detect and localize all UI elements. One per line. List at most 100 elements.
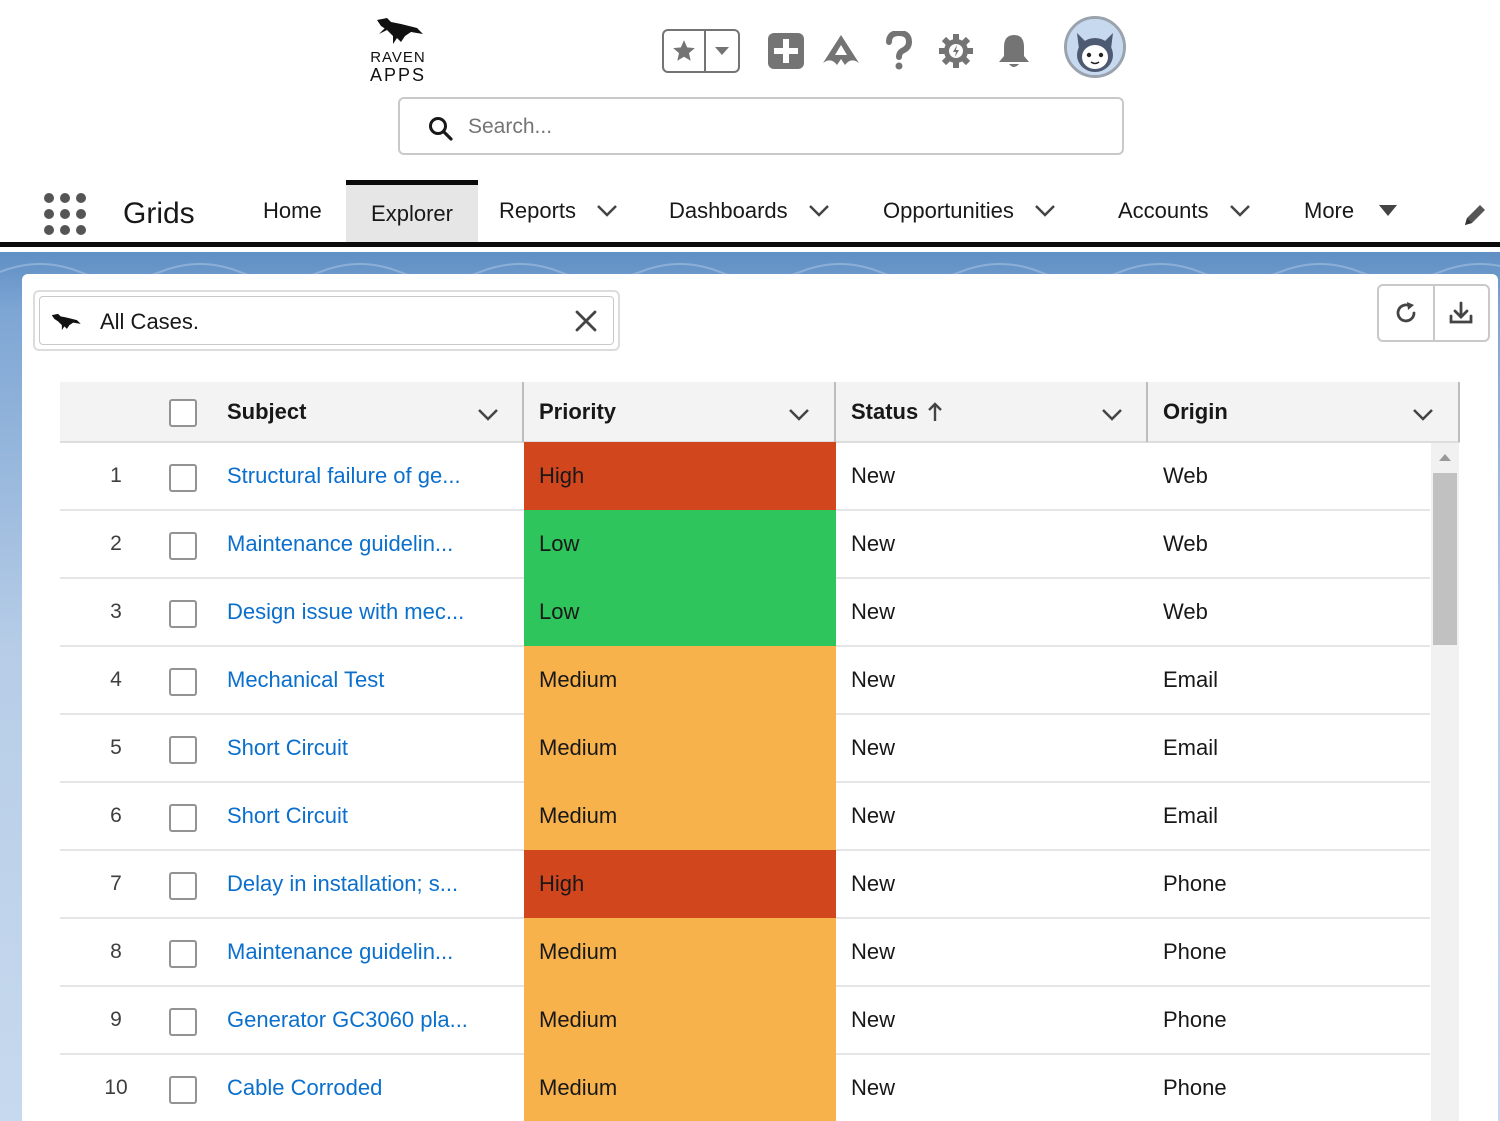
priority-cell[interactable]: Low [524,510,836,578]
download-button[interactable] [1432,286,1489,340]
caret-down-icon[interactable] [1378,204,1398,218]
table-row[interactable]: 8 Maintenance guidelin... Medium New Phone [60,918,1430,987]
priority-cell[interactable]: Medium [524,918,836,986]
priority-cell[interactable]: Medium [524,714,836,782]
global-search-box[interactable] [398,97,1124,155]
chevron-down-icon[interactable] [1229,204,1251,218]
priority-cell[interactable]: High [524,442,836,510]
tab-accounts[interactable]: Accounts [1118,180,1251,242]
column-header-priority[interactable]: Priority [539,382,834,441]
table-row[interactable]: 6 Short Circuit Medium New Email [60,782,1430,851]
notifications-bell-icon[interactable] [993,30,1035,72]
chevron-down-icon[interactable] [1101,402,1123,428]
row-select-checkbox[interactable] [169,1076,197,1104]
origin-cell[interactable]: Web [1163,531,1208,556]
tab-explorer[interactable]: Explorer [346,180,478,242]
priority-cell[interactable]: Medium [524,1054,836,1121]
scroll-thumb[interactable] [1433,473,1457,645]
grid-scrollbar[interactable] [1431,443,1459,1121]
subject-link[interactable]: Short Circuit [227,803,349,828]
edit-nav-pencil-icon[interactable] [1462,202,1488,233]
table-row[interactable]: 7 Delay in installation; s... High New Phone [60,850,1430,919]
subject-link[interactable]: Delay in installation; s... [227,871,459,896]
tab-reports[interactable]: Reports [499,180,618,242]
column-divider[interactable] [834,382,836,442]
row-select-checkbox[interactable] [169,940,197,968]
chevron-down-icon[interactable] [788,402,810,428]
status-cell[interactable]: New [851,599,896,624]
status-cell[interactable]: New [851,531,896,556]
subject-link[interactable]: Design issue with mec... [227,599,465,624]
table-row[interactable]: 5 Short Circuit Medium New Email [60,714,1430,783]
subject-link[interactable]: Structural failure of ge... [227,463,461,488]
help-icon[interactable] [878,30,920,72]
select-all-checkbox[interactable] [169,399,197,427]
origin-cell[interactable]: Phone [1163,871,1227,896]
subject-link[interactable]: Generator GC3060 pla... [227,1007,468,1032]
row-select-checkbox[interactable] [169,804,197,832]
subject-link[interactable]: Cable Corroded [227,1075,383,1100]
trailhead-icon[interactable] [820,30,862,72]
favorites-star-icon[interactable] [664,31,706,71]
status-cell[interactable]: New [851,1075,896,1100]
priority-cell[interactable]: Medium [524,646,836,714]
column-divider[interactable] [1146,382,1148,442]
priority-cell[interactable]: Medium [524,782,836,850]
tab-opportunities[interactable]: Opportunities [883,180,1056,242]
status-cell[interactable]: New [851,871,896,896]
tab-dashboards[interactable]: Dashboards [669,180,830,242]
chevron-down-icon[interactable] [1034,204,1056,218]
chevron-down-icon[interactable] [596,204,618,218]
status-cell[interactable]: New [851,735,896,760]
status-cell[interactable]: New [851,1007,896,1032]
table-row[interactable]: 1 Structural failure of ge... High New Web [60,442,1430,511]
priority-cell[interactable]: Medium [524,986,836,1054]
refresh-button[interactable] [1379,286,1433,340]
row-select-checkbox[interactable] [169,464,197,492]
tab-more[interactable]: More [1304,180,1398,242]
priority-cell[interactable]: High [524,850,836,918]
table-row[interactable]: 10 Cable Corroded Medium New Phone [60,1054,1430,1121]
tab-home[interactable]: Home [263,180,322,242]
status-cell[interactable]: New [851,463,896,488]
subject-link[interactable]: Maintenance guidelin... [227,939,454,964]
app-launcher-icon[interactable] [44,193,86,235]
table-row[interactable]: 4 Mechanical Test Medium New Email [60,646,1430,715]
origin-cell[interactable]: Web [1163,463,1208,488]
close-icon[interactable] [574,309,598,338]
chevron-down-icon[interactable] [1412,402,1434,428]
raven-apps-logo[interactable]: RAVEN APPS [356,14,440,94]
list-view-input[interactable]: All Cases. [39,296,614,345]
table-row[interactable]: 9 Generator GC3060 pla... Medium New Phone [60,986,1430,1055]
row-select-checkbox[interactable] [169,736,197,764]
origin-cell[interactable]: Email [1163,667,1219,692]
global-actions-plus-icon[interactable] [765,30,807,72]
column-header-origin[interactable]: Origin [1163,382,1458,441]
row-select-checkbox[interactable] [169,600,197,628]
favorites-dropdown-icon[interactable] [706,31,738,71]
table-row[interactable]: 3 Design issue with mec... Low New Web [60,578,1430,647]
column-header-status[interactable]: Status [851,382,1147,441]
subject-link[interactable]: Mechanical Test [227,667,385,692]
origin-cell[interactable]: Phone [1163,1007,1227,1032]
origin-cell[interactable]: Phone [1163,939,1227,964]
table-row[interactable]: 2 Maintenance guidelin... Low New Web [60,510,1430,579]
subject-link[interactable]: Short Circuit [227,735,349,760]
row-select-checkbox[interactable] [169,1008,197,1036]
list-view-selector[interactable]: All Cases. [33,290,620,351]
origin-cell[interactable]: Phone [1163,1075,1227,1100]
global-search-input[interactable] [468,109,1088,145]
status-cell[interactable]: New [851,803,896,828]
chevron-down-icon[interactable] [477,402,499,428]
row-select-checkbox[interactable] [169,668,197,696]
row-select-checkbox[interactable] [169,872,197,900]
column-divider[interactable] [522,382,524,442]
user-avatar[interactable] [1064,16,1126,78]
column-header-subject[interactable]: Subject [227,382,523,441]
origin-cell[interactable]: Email [1163,735,1219,760]
row-select-checkbox[interactable] [169,532,197,560]
origin-cell[interactable]: Web [1163,599,1208,624]
origin-cell[interactable]: Email [1163,803,1219,828]
priority-cell[interactable]: Low [524,578,836,646]
status-cell[interactable]: New [851,667,896,692]
